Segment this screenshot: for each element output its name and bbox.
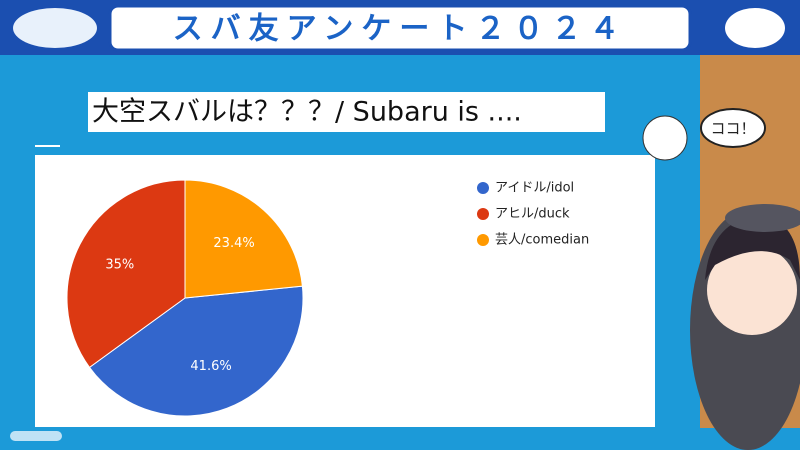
pie-slice	[66, 179, 186, 369]
banner-box	[108, 4, 692, 52]
legend-label: 芸人/comedian	[495, 232, 589, 248]
legend-label: アヒル/duck	[495, 207, 570, 222]
pie-slice	[184, 179, 303, 299]
pie-slice	[88, 285, 304, 417]
legend-swatch	[477, 182, 489, 194]
banner-icon-right	[725, 8, 785, 48]
legend-label: アイドル/idol	[495, 181, 574, 196]
mascot	[642, 115, 688, 161]
slice-label: 35%	[105, 257, 134, 272]
legend-swatch	[477, 208, 489, 220]
avatar-cap	[725, 204, 800, 232]
speech-bubble	[700, 108, 766, 148]
slice-label: 41.6%	[190, 359, 231, 374]
title-box	[88, 92, 605, 132]
chart-title: 大空スバルは？？？/ Subaru is ....	[92, 97, 522, 128]
avatar-face	[707, 245, 797, 335]
bottom-strip	[0, 428, 800, 450]
banner-title: スバ友アンケート２０２４	[173, 12, 628, 47]
speech-text: ココ！	[710, 120, 755, 138]
progress-pill	[10, 431, 62, 441]
legend-swatch	[477, 234, 489, 246]
slice-label: 23.4%	[213, 236, 254, 251]
banner-icon-left	[13, 8, 97, 48]
